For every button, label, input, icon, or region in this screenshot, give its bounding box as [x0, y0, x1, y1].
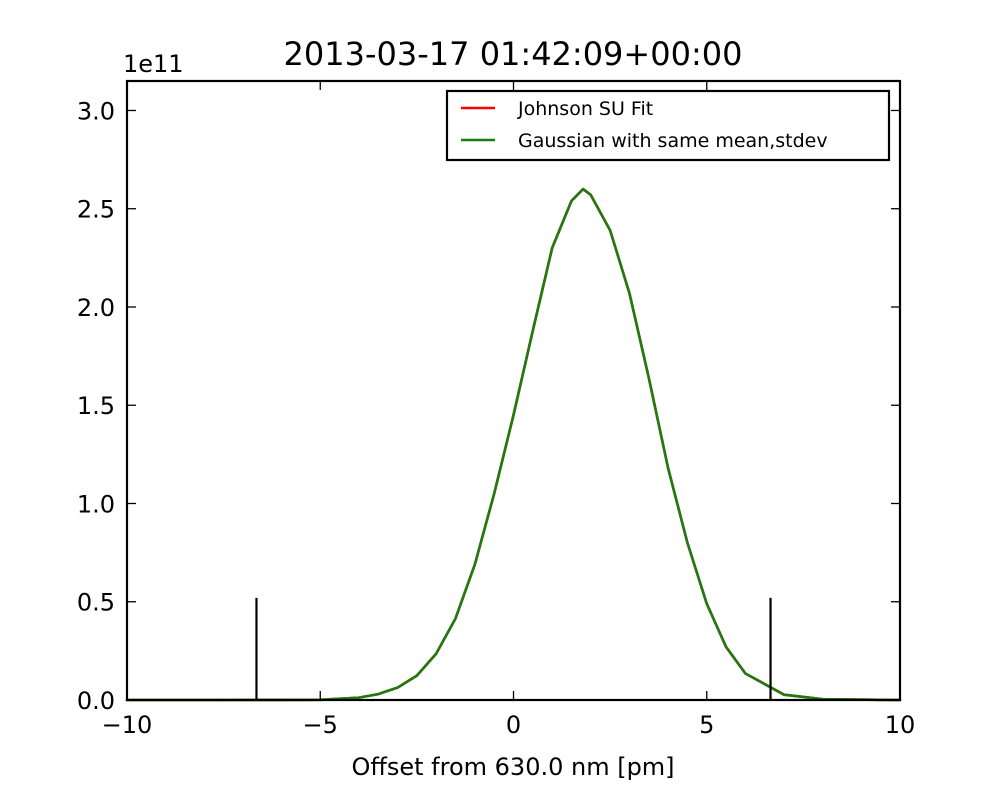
- y-offset-label: 1e11: [123, 50, 184, 78]
- y-tick-label: 2.5: [77, 196, 115, 224]
- y-tick-label: 1.5: [77, 392, 115, 420]
- y-tick-label: 1.0: [77, 490, 115, 518]
- x-tick-label: −5: [303, 711, 338, 739]
- y-tick-label: 0.5: [77, 589, 115, 617]
- series-line-1: [125, 187, 902, 702]
- series-line-2: [125, 187, 902, 702]
- legend-entry-label-2: Gaussian with same mean,stdev: [518, 130, 828, 152]
- plot-area: −10 −5 0 5 10 0.0 0.5 1.0 1.5 2.0 2.5 3.0: [77, 79, 916, 739]
- y-tick-label: 0.0: [77, 687, 115, 715]
- y-tick-label: 3.0: [77, 97, 115, 125]
- x-axis-label: Offset from 630.0 nm [pm]: [351, 753, 674, 781]
- chart-title: 2013-03-17 01:42:09+00:00: [284, 35, 743, 73]
- y-tick-label: 2.0: [77, 294, 115, 322]
- legend: Johnson SU Fit Gaussian with same mean,st…: [445, 89, 891, 162]
- legend-entry-label-1: Johnson SU Fit: [517, 98, 653, 120]
- x-tick-label: 5: [699, 711, 714, 739]
- x-tick-label: 0: [506, 711, 521, 739]
- x-tick-label: 10: [885, 711, 916, 739]
- legend-box: [445, 89, 891, 162]
- x-tick-label: −10: [102, 711, 153, 739]
- plot-frame: [125, 79, 902, 702]
